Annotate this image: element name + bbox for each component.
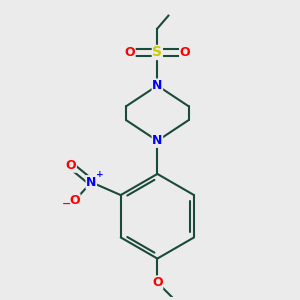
Text: −: − [62, 199, 71, 208]
Text: N: N [152, 134, 163, 147]
Text: O: O [66, 159, 76, 172]
Text: O: O [180, 46, 190, 59]
Text: O: O [124, 46, 135, 59]
Text: N: N [152, 79, 163, 92]
Text: S: S [152, 46, 162, 59]
Text: +: + [95, 169, 103, 178]
Text: O: O [152, 276, 163, 289]
Text: N: N [86, 176, 96, 189]
Text: O: O [69, 194, 80, 207]
